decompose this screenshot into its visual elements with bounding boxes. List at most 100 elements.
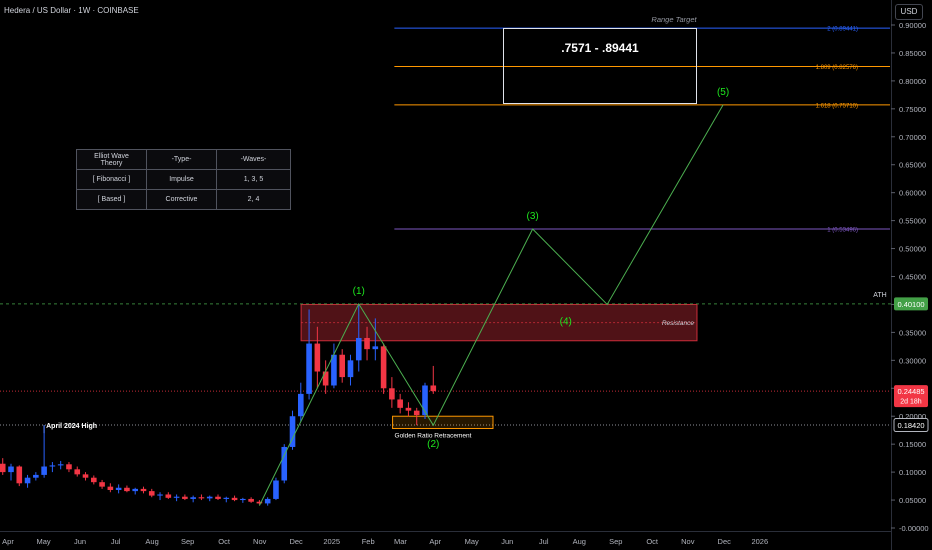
table-row: [ Based ] Corrective 2, 4 xyxy=(76,189,291,210)
candle xyxy=(314,326,321,389)
candle-body xyxy=(82,474,89,478)
candle xyxy=(256,500,263,505)
candle-body xyxy=(314,343,321,372)
candle xyxy=(165,492,172,499)
candle xyxy=(347,354,354,386)
candle-body xyxy=(198,497,205,499)
x-tick-label: Jun xyxy=(501,537,513,546)
x-tick-label: Mar xyxy=(394,537,407,546)
candle xyxy=(422,382,428,420)
candle-body xyxy=(231,497,238,501)
candle xyxy=(405,402,412,417)
candle-body xyxy=(132,488,138,492)
candle-body xyxy=(298,393,304,417)
candle-body xyxy=(413,410,420,416)
x-tick-label: Jul xyxy=(539,537,549,546)
candle-body xyxy=(355,337,362,361)
candle-body xyxy=(223,497,230,499)
x-tick-label: Jul xyxy=(111,537,121,546)
currency-selector[interactable]: USD xyxy=(895,4,923,20)
candle xyxy=(223,496,230,503)
y-tick-label: 0.65000 xyxy=(899,161,926,170)
y-tick-label: -0.00000 xyxy=(899,524,929,533)
candle-body xyxy=(281,446,288,481)
candle-body xyxy=(306,343,312,394)
support-price-badge xyxy=(893,418,929,433)
x-tick-label: May xyxy=(465,537,479,546)
fib-level-label: 1.618 (0.75710) xyxy=(816,103,858,109)
candle xyxy=(124,485,130,493)
wave-label: (4) xyxy=(560,316,572,327)
x-tick-label: Apr xyxy=(429,537,441,546)
candle xyxy=(66,462,72,473)
april-high-label: April 2024 High xyxy=(46,423,97,430)
elliot-wave-table: Elliot Wave Theory -Type- -Waves- [ Fibo… xyxy=(76,149,291,210)
candle xyxy=(306,309,312,400)
golden-ratio-zone xyxy=(392,415,494,430)
candle-body xyxy=(115,487,122,490)
candle xyxy=(16,465,23,487)
candle-body xyxy=(0,463,6,473)
resistance-label: Resistance xyxy=(662,320,695,327)
table-cell: -Type- xyxy=(146,149,217,170)
candle xyxy=(364,326,370,361)
wave-label: (3) xyxy=(527,211,539,222)
candle-body xyxy=(372,346,379,350)
candle-body xyxy=(57,464,64,466)
candle xyxy=(380,343,387,394)
candle-body xyxy=(16,466,23,484)
candle-body xyxy=(206,496,213,499)
current-price-label: 0.24485 xyxy=(897,387,924,396)
candle xyxy=(198,494,205,501)
candle xyxy=(132,487,138,495)
candle-body xyxy=(430,385,437,392)
candle-body xyxy=(364,337,370,350)
x-tick-label: 2026 xyxy=(751,537,768,546)
candle xyxy=(240,497,246,503)
candle-body xyxy=(215,496,221,499)
candle-body xyxy=(322,371,329,386)
y-tick-label: 0.85000 xyxy=(899,49,926,58)
range-target-box[interactable]: .7571 - .89441 xyxy=(503,28,697,104)
candle xyxy=(289,410,296,450)
candle-body xyxy=(8,466,14,473)
candle xyxy=(264,497,271,506)
candle-body xyxy=(107,486,114,490)
y-tick-label: 0.35000 xyxy=(899,328,926,337)
candle xyxy=(281,444,288,484)
candle-body xyxy=(140,488,147,492)
candle xyxy=(57,460,64,470)
candle-body xyxy=(91,477,97,483)
candle xyxy=(190,495,196,503)
ath-price-badge xyxy=(894,297,928,311)
candle xyxy=(298,382,304,422)
candle-body xyxy=(24,477,31,484)
candle-body xyxy=(33,474,39,478)
candle xyxy=(322,360,329,394)
candle xyxy=(372,318,379,361)
candle xyxy=(248,497,254,503)
y-tick-label: 0.30000 xyxy=(899,356,926,365)
table-row: Elliot Wave Theory -Type- -Waves- xyxy=(76,149,291,170)
chart-symbol-title: Hedera / US Dollar · 1W · COINBASE xyxy=(4,6,139,15)
candle xyxy=(430,365,437,394)
candle xyxy=(173,494,180,502)
y-tick-label: 0.75000 xyxy=(899,105,926,114)
x-tick-label: Aug xyxy=(573,537,586,546)
table-cell: -Waves- xyxy=(216,149,291,170)
candle-body xyxy=(264,498,271,504)
candle xyxy=(148,488,155,498)
support-price-label: 0.18420 xyxy=(897,421,924,430)
table-cell: Impulse xyxy=(146,169,217,190)
candle-body xyxy=(289,416,296,447)
candle xyxy=(49,462,56,473)
x-tick-label: Feb xyxy=(362,537,375,546)
candle-body xyxy=(389,388,395,400)
y-tick-label: 0.10000 xyxy=(899,468,926,477)
candle xyxy=(33,472,39,481)
y-tick-label: 0.45000 xyxy=(899,273,926,282)
bar-countdown-label: 2d 18h xyxy=(900,399,922,406)
candle xyxy=(182,494,188,501)
